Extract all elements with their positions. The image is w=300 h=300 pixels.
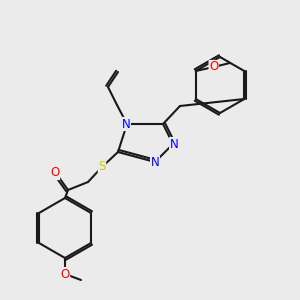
Text: S: S xyxy=(98,160,106,173)
Text: N: N xyxy=(169,137,178,151)
Text: O: O xyxy=(209,61,218,74)
Text: O: O xyxy=(60,268,70,281)
Text: N: N xyxy=(122,118,130,130)
Text: O: O xyxy=(50,167,60,179)
Text: N: N xyxy=(151,157,159,169)
